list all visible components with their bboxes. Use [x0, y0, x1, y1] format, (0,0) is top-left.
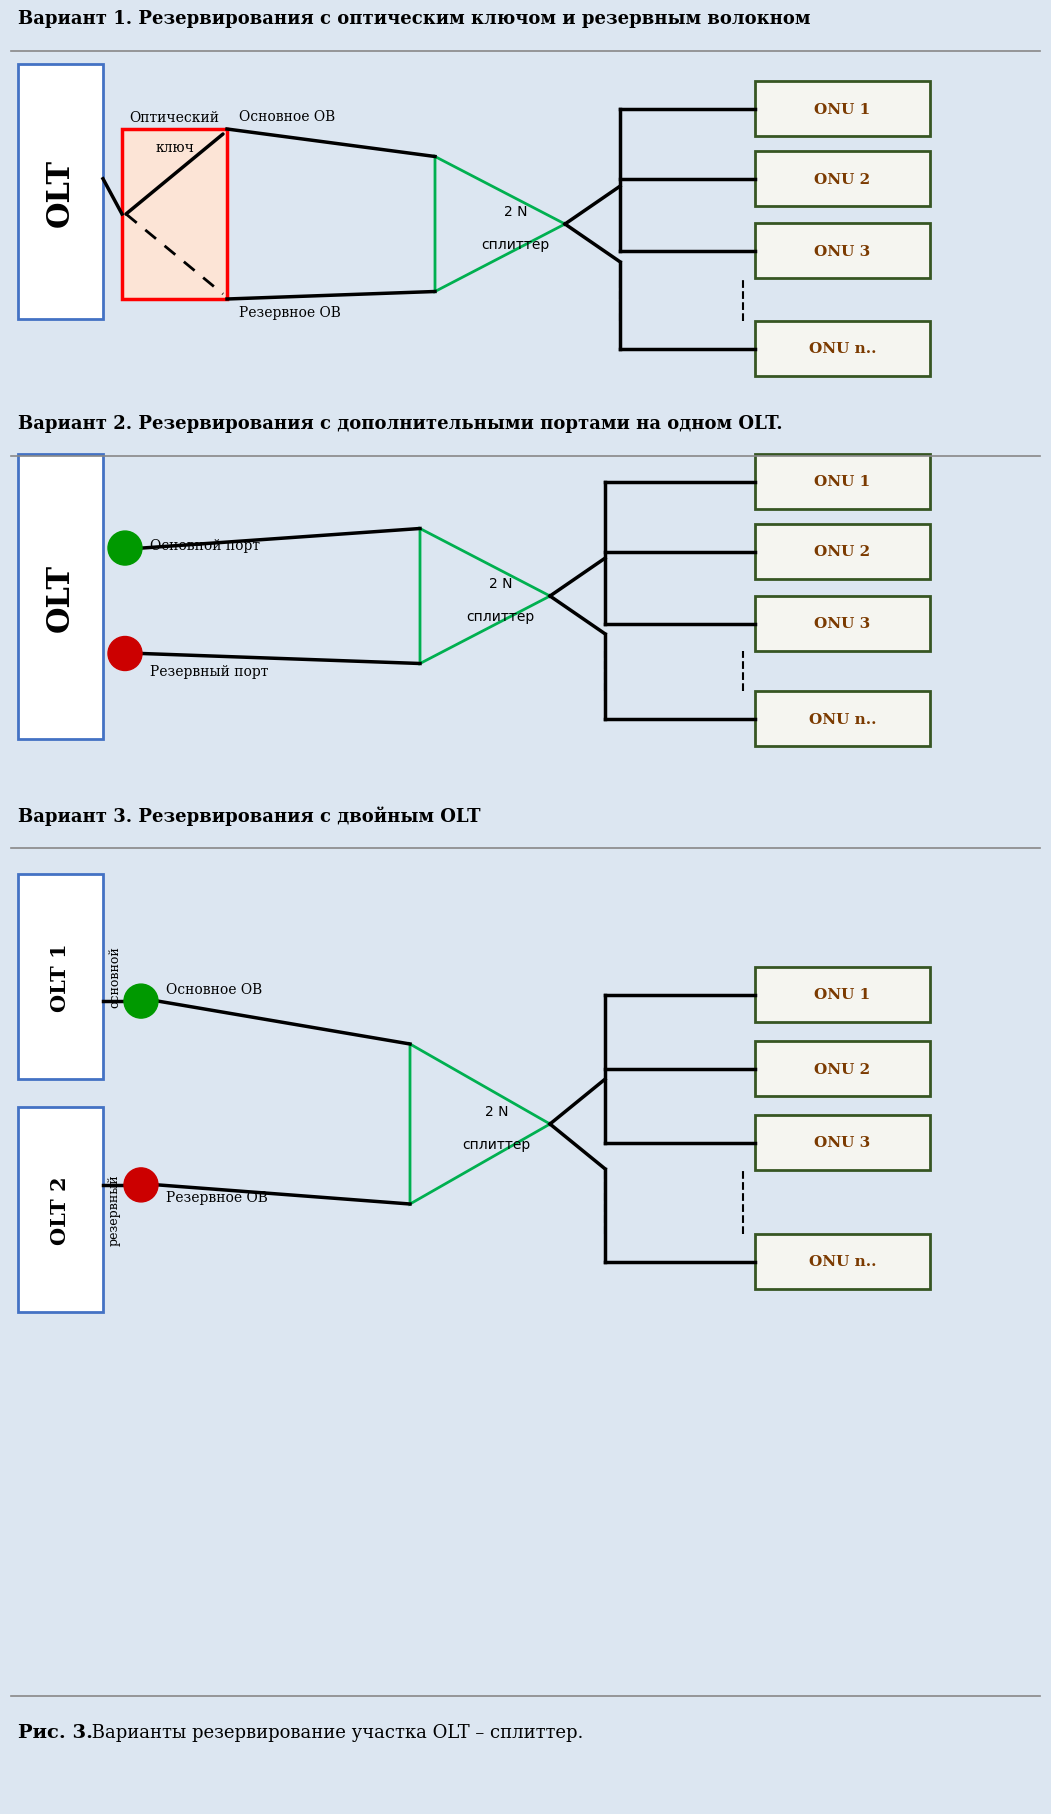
FancyBboxPatch shape [755, 691, 930, 747]
Text: Основное ОВ: Основное ОВ [239, 111, 335, 123]
Text: резервный: резервный [108, 1174, 121, 1246]
Text: ONU 1: ONU 1 [815, 102, 870, 116]
Text: 2 N: 2 N [489, 577, 512, 591]
FancyBboxPatch shape [755, 967, 930, 1023]
Text: ONU 1: ONU 1 [815, 475, 870, 490]
Text: ONU n..: ONU n.. [809, 343, 877, 356]
Text: ONU 1: ONU 1 [815, 989, 870, 1001]
Text: OLT: OLT [45, 158, 76, 227]
FancyBboxPatch shape [755, 1116, 930, 1170]
FancyBboxPatch shape [755, 1041, 930, 1096]
Text: OLT 1: OLT 1 [50, 943, 70, 1010]
Text: ключ: ключ [156, 141, 194, 154]
FancyBboxPatch shape [18, 65, 103, 319]
Circle shape [124, 1168, 158, 1203]
Text: OLT: OLT [45, 562, 76, 631]
Text: Резервный порт: Резервный порт [150, 666, 268, 678]
FancyBboxPatch shape [755, 597, 930, 651]
Text: Оптический: Оптический [129, 111, 220, 125]
Text: Рис. 3.: Рис. 3. [18, 1723, 92, 1741]
Text: Основной порт: Основной порт [150, 539, 260, 553]
FancyBboxPatch shape [18, 455, 103, 740]
Text: ONU 2: ONU 2 [815, 546, 870, 559]
Text: Основное ОВ: Основное ОВ [166, 983, 263, 996]
Text: ONU 3: ONU 3 [815, 245, 870, 258]
Circle shape [108, 532, 142, 566]
Text: основной: основной [108, 947, 121, 1009]
FancyBboxPatch shape [755, 82, 930, 136]
FancyBboxPatch shape [18, 874, 103, 1079]
FancyBboxPatch shape [122, 131, 227, 299]
Text: ONU 2: ONU 2 [815, 172, 870, 187]
Text: OLT 2: OLT 2 [50, 1175, 70, 1244]
FancyBboxPatch shape [755, 223, 930, 279]
FancyBboxPatch shape [755, 524, 930, 580]
Text: Варианты резервирование участка OLT – сплиттер.: Варианты резервирование участка OLT – сп… [86, 1723, 583, 1741]
Text: ONU 3: ONU 3 [815, 1136, 870, 1150]
FancyBboxPatch shape [755, 455, 930, 510]
Text: ONU n..: ONU n.. [809, 713, 877, 726]
Text: Вариант 1. Резервирования с оптическим ключом и резервным волокном: Вариант 1. Резервирования с оптическим к… [18, 11, 810, 27]
Text: 2 N: 2 N [486, 1105, 509, 1119]
Text: Вариант 2. Резервирования с дополнительными портами на одном OLT.: Вариант 2. Резервирования с дополнительн… [18, 415, 783, 434]
Text: ONU n..: ONU n.. [809, 1255, 877, 1268]
Text: 2 N: 2 N [503, 205, 528, 219]
Circle shape [108, 637, 142, 671]
Text: сплиттер: сплиттер [467, 610, 535, 624]
FancyBboxPatch shape [755, 321, 930, 377]
FancyBboxPatch shape [755, 1234, 930, 1290]
Text: Вариант 3. Резервирования с двойным OLT: Вариант 3. Резервирования с двойным OLT [18, 807, 480, 825]
Text: сплиттер: сплиттер [481, 238, 550, 252]
Text: ONU 3: ONU 3 [815, 617, 870, 631]
Text: ONU 2: ONU 2 [815, 1061, 870, 1076]
FancyBboxPatch shape [755, 152, 930, 207]
Text: Резервное ОВ: Резервное ОВ [166, 1190, 268, 1204]
Circle shape [124, 985, 158, 1018]
Text: сплиттер: сплиттер [462, 1137, 531, 1152]
FancyBboxPatch shape [18, 1107, 103, 1312]
Text: Резервное ОВ: Резервное ОВ [239, 307, 341, 319]
